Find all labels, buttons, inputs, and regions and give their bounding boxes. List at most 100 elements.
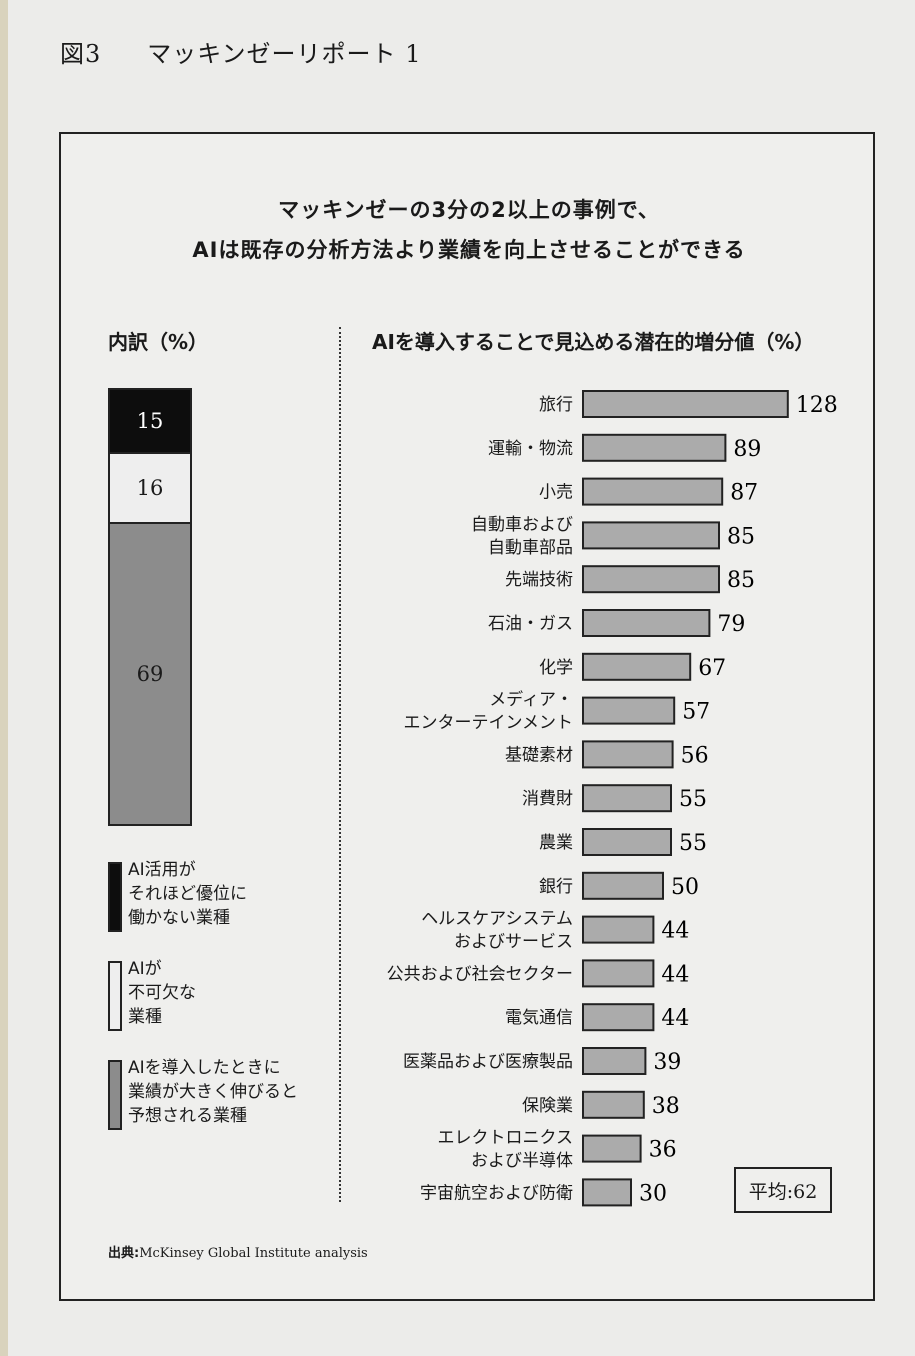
stack-segment-label: 15	[136, 409, 164, 433]
increment-bar-chart: 128 旅行 89 運輸・物流 87 小売 85 自動車および自動車部品 85 先端技術 79 石油・…	[387, 390, 838, 1207]
legend-text: AI活用が それほど優位に 働かない業種	[128, 860, 247, 928]
bar-value-label: 38	[652, 1094, 680, 1119]
category-label-line: 保険業	[522, 1096, 573, 1116]
bar	[582, 828, 672, 856]
category-label-line: 小売	[539, 483, 573, 503]
category-label-line: 農業	[539, 833, 573, 853]
category-label: 農業	[539, 833, 573, 853]
bar	[582, 390, 789, 418]
category-label: 基礎素材	[505, 745, 573, 765]
bar	[582, 784, 672, 813]
legend-text: AIが 不可欠な 業種	[128, 959, 196, 1027]
category-label: 石油・ガス	[488, 614, 573, 634]
category-label-line: 化学	[539, 658, 573, 678]
bar	[582, 1047, 647, 1075]
category-label-line: ヘルスケアシステム	[421, 909, 573, 929]
bar-value-label: 85	[727, 524, 755, 549]
bar-value-label: 89	[733, 437, 761, 462]
bar-value-label: 44	[661, 919, 689, 944]
category-label-line: エンターテインメント	[404, 713, 574, 733]
bar-value-label: 36	[649, 1138, 677, 1163]
category-label-line: 旅行	[539, 395, 573, 415]
category-label: ヘルスケアシステムおよびサービス	[421, 909, 573, 952]
category-label: 先端技術	[505, 570, 573, 590]
category-label-line: 電気通信	[505, 1008, 573, 1028]
stack-segment-label: 16	[136, 476, 164, 500]
category-label-line: およびサービス	[454, 932, 573, 952]
figure-frame: マッキンゼーの3分の2以上の事例で、 AIは既存の分析方法より業績を向上させるこ…	[59, 132, 875, 1301]
legend-swatch	[108, 961, 122, 1031]
category-label-line: 石油・ガス	[488, 614, 573, 634]
bar	[582, 1003, 655, 1032]
legend-item: AIを導入したときに 業績が大きく伸びると 予想される業種	[108, 1058, 328, 1132]
bar-value-label: 87	[730, 481, 758, 506]
legend-item: AIが 不可欠な 業種	[108, 959, 328, 1033]
category-label: 電気通信	[505, 1008, 573, 1028]
legend-item: AI活用が それほど優位に 働かない業種	[108, 860, 328, 934]
breakdown-heading: 内訳（%）	[108, 330, 209, 354]
bar	[582, 1178, 632, 1207]
headline: マッキンゼーの3分の2以上の事例で、 AIは既存の分析方法より業績を向上させるこ…	[61, 190, 877, 270]
bar-value-label: 57	[682, 700, 710, 725]
bar-value-label: 30	[639, 1181, 667, 1206]
category-label-line: 基礎素材	[505, 745, 573, 765]
category-label-line: エレクトロニクス	[438, 1128, 574, 1148]
bar-value-label: 50	[671, 875, 699, 900]
legend-swatch	[108, 862, 122, 932]
bar	[582, 871, 664, 900]
figure-name: マッキンゼーリポート 1	[147, 40, 422, 68]
bar-value-label: 128	[796, 393, 838, 418]
bar	[582, 565, 720, 594]
bar	[582, 609, 711, 637]
category-label: 自動車および自動車部品	[471, 515, 573, 558]
category-label-line: 運輸・物流	[488, 439, 573, 459]
stack-segment-label: 69	[136, 662, 164, 686]
category-label: 銀行	[539, 877, 573, 897]
category-label-line: 自動車部品	[488, 538, 573, 558]
average-box: 平均:62	[734, 1167, 832, 1213]
bar	[582, 477, 724, 506]
category-label-line: 自動車および	[471, 515, 573, 535]
bar-value-label: 85	[727, 568, 755, 593]
category-label-line: 宇宙航空および防衛	[420, 1183, 573, 1203]
category-label-line: 銀行	[539, 877, 573, 897]
bar	[582, 915, 655, 944]
category-label: 化学	[539, 658, 573, 678]
category-label: エレクトロニクスおよび半導体	[438, 1128, 574, 1171]
bar	[582, 521, 720, 550]
bar	[582, 652, 692, 681]
bar	[582, 740, 674, 769]
bar-value-label: 55	[679, 787, 707, 812]
headline-line-1: マッキンゼーの3分の2以上の事例で、	[278, 198, 660, 222]
stack-segment-1: 15	[108, 388, 192, 454]
headline-line-2: AIは既存の分析方法より業績を向上させることができる	[192, 238, 746, 262]
bar-value-label: 39	[653, 1050, 681, 1075]
bar	[582, 696, 676, 725]
bar-value-label: 79	[717, 612, 745, 637]
source-label: 出典:	[108, 1246, 140, 1261]
bar-value-label: 44	[661, 1006, 689, 1031]
category-label-line: および半導体	[471, 1151, 573, 1171]
category-label: 保険業	[522, 1096, 573, 1116]
category-label: 消費財	[522, 789, 573, 809]
bar	[582, 1090, 645, 1119]
legend-text: AIを導入したときに 業績が大きく伸びると 予想される業種	[128, 1058, 298, 1126]
bar-value-label: 55	[679, 831, 707, 856]
category-label: メディア・エンターテインメント	[404, 689, 574, 733]
category-label: 医薬品および医療製品	[403, 1052, 573, 1072]
page-edge	[0, 0, 8, 1356]
bar-value-label: 67	[698, 656, 726, 681]
category-label-line: 公共および社会セクター	[387, 964, 573, 984]
category-label-line: 消費財	[522, 789, 573, 809]
category-label: 宇宙航空および防衛	[420, 1183, 573, 1203]
category-label-line: 先端技術	[505, 570, 573, 590]
category-label: 運輸・物流	[488, 439, 573, 459]
category-label: 公共および社会セクター	[387, 964, 573, 984]
stack-segment-2: 16	[108, 452, 192, 524]
bar	[582, 1134, 642, 1163]
stack-segment-3: 69	[108, 522, 192, 826]
bar-value-label: 44	[661, 962, 689, 987]
increment-heading: AIを導入することで見込める潜在的増分値（%）	[372, 330, 815, 354]
panel-divider	[339, 327, 341, 1202]
category-label-line: メディア・	[489, 689, 573, 710]
